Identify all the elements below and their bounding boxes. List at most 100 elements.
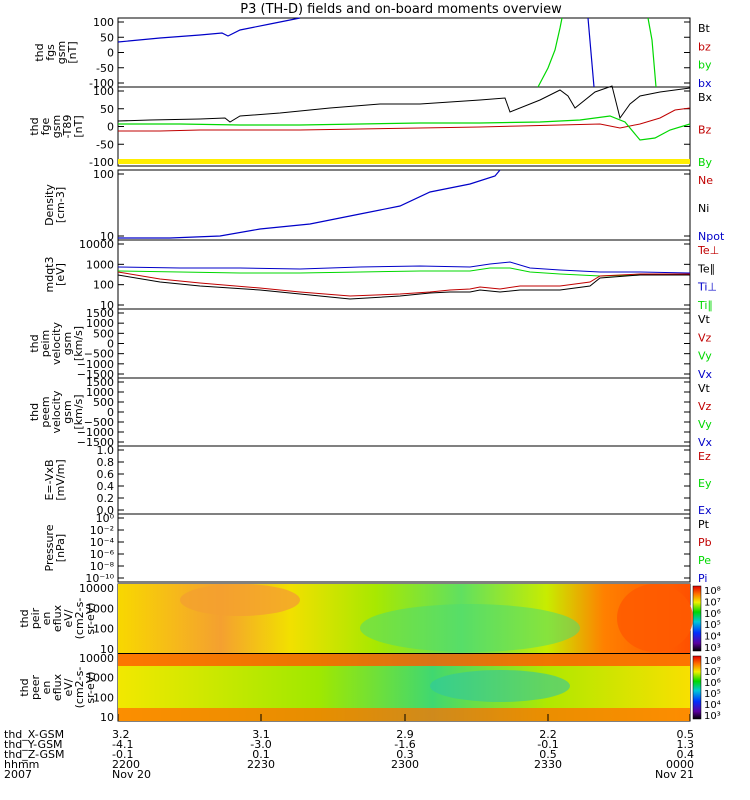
panel-ylabel: [km/s] (72, 326, 85, 361)
colorbar-label: 10⁸ (704, 586, 721, 597)
colorbar-label: 10⁵ (704, 689, 721, 700)
xrow-label: thd_Y-GSM (4, 738, 63, 751)
ytick-label: 100 (93, 16, 114, 29)
panel-frame (117, 377, 691, 447)
legend-entry: Pe (698, 554, 711, 567)
panels-group: 100500-50-100thdfgsgsm[nT]100500-50-100t… (18, 16, 721, 724)
panel-ylabel: Density (43, 184, 56, 226)
trace-p2-by (118, 115, 691, 141)
ytick-label: 100 (93, 623, 114, 636)
panel-ylabel: eflux (51, 673, 64, 701)
xrow-value: -0.1 (112, 748, 133, 761)
panel-frame (117, 17, 691, 88)
legend-entry: Vx (698, 436, 713, 449)
colorbar-label: 10⁷ (704, 597, 721, 608)
ytick-label: 100 (93, 168, 114, 181)
panel-ylabel: fge (39, 117, 52, 135)
legend-entry: Ti∥ (697, 299, 713, 312)
legend-entry: Ez (698, 450, 711, 463)
trace-p2-bz (118, 107, 691, 132)
xrow-label: thd_X-GSM (4, 728, 64, 741)
panel-ylabel: peim (39, 330, 52, 358)
xrow-value: 0.3 (396, 748, 414, 761)
panel-ylabel: en (40, 612, 53, 626)
ytick-label: 500 (93, 327, 114, 340)
trace-p4-te-perp (117, 271, 690, 297)
yellow-bar (118, 159, 690, 164)
legend-entry: Vz (698, 331, 712, 344)
x-axis-annotation: thd_X-GSM 3.2 3.1 2.9 2.2 0.5 thd_Y-GSM -4.1 -3.… (4, 714, 694, 781)
panel-ylabel: thd (33, 43, 46, 61)
ytick-label: -50 (96, 138, 114, 151)
legend-layer: BtbzbybxBxBzByNeNiNpotTe⊥Te∥Ti⊥Ti∥VtVzVy… (697, 22, 725, 585)
xrow-value: 0.5 (677, 728, 695, 741)
spectrogram-electron-top (118, 654, 690, 666)
panel-ylabel: fgs (44, 44, 57, 61)
panel-3: 100 10 Density[cm-3] (43, 168, 691, 243)
colorbar-label: 10³ (704, 643, 721, 654)
panel-ylabel: [cm-3] (54, 187, 67, 223)
ytick-label: 1500 (86, 376, 114, 389)
ytick-label: 10⁰ (96, 512, 115, 525)
ytick-label: 500 (93, 396, 114, 409)
panel-ylabel: eV/ (62, 609, 75, 627)
legend-entry: Pi (698, 572, 707, 585)
ytick-label: −1500 (77, 368, 114, 381)
ytick-label: −1000 (77, 426, 114, 439)
panel-ylabel: eV/ (62, 678, 75, 696)
panel-frame (117, 513, 691, 583)
spectrogram-electron-bottom (118, 708, 690, 721)
panel-ylabel: sr-eV) (84, 602, 97, 634)
ytick-label: 0.6 (97, 468, 115, 481)
panel-ylabel: mdqt3 (43, 257, 56, 293)
spectrogram-ion-hot-right (617, 584, 693, 652)
trace-p4-te-par (117, 274, 690, 300)
panel-ylabel: peir (29, 607, 42, 629)
colorbar-label: 10³ (704, 711, 721, 722)
legend-entry: Ey (698, 477, 712, 490)
panel-ylabel: [eV] (54, 263, 67, 286)
ytick-label: 0.8 (97, 456, 115, 469)
panel-frame (117, 86, 691, 167)
colorbar-label: 10⁷ (704, 667, 721, 678)
ytick-label: 0.4 (97, 480, 115, 493)
panel-ylabel: peem (39, 396, 52, 427)
colorbar (692, 655, 702, 720)
legend-entry: Ex (698, 504, 712, 517)
ytick-label: 10000 (79, 652, 114, 665)
xrow-value: Nov 21 (655, 768, 694, 781)
ytick-label: 1000 (86, 317, 114, 330)
xrow-value: 2.2 (539, 728, 557, 741)
panel-ylabel: sr-eV) (84, 671, 97, 703)
panel-ylabel: thd (18, 678, 31, 696)
ytick-label: 10000 (79, 582, 114, 595)
ytick-label: −1000 (77, 358, 114, 371)
ytick-label: 10 (100, 711, 114, 724)
legend-entry: Npot (698, 230, 725, 243)
xrow-value: 0.1 (252, 748, 270, 761)
panel-ylabel: gsm (55, 41, 68, 64)
panel-ylabel: thd (28, 334, 41, 352)
panel-ylabel: velocity (50, 390, 63, 433)
spectrogram-ion-hot-left (180, 584, 300, 616)
legend-entry: Pb (698, 536, 712, 549)
trace-p4-ti-par (117, 267, 690, 277)
legend-entry: Te∥ (697, 262, 715, 275)
panel-ylabel: [km/s] (72, 394, 85, 429)
trace-p4-ti-perp (117, 261, 691, 274)
ytick-label: 1000 (86, 386, 114, 399)
ytick-label: 0 (107, 121, 114, 134)
legend-entry: by (698, 59, 712, 72)
xrow-value: 0000 (666, 758, 694, 771)
ytick-label: −500 (84, 416, 114, 429)
ytick-label: -50 (96, 62, 114, 75)
xrow-value: 3.1 (252, 728, 270, 741)
legend-entry: Vy (698, 418, 712, 431)
trace-p1-bx (117, 17, 301, 43)
legend-entry: By (698, 156, 713, 169)
panel-ylabel: gsm (50, 115, 63, 138)
ytick-label: 10 (100, 230, 114, 243)
